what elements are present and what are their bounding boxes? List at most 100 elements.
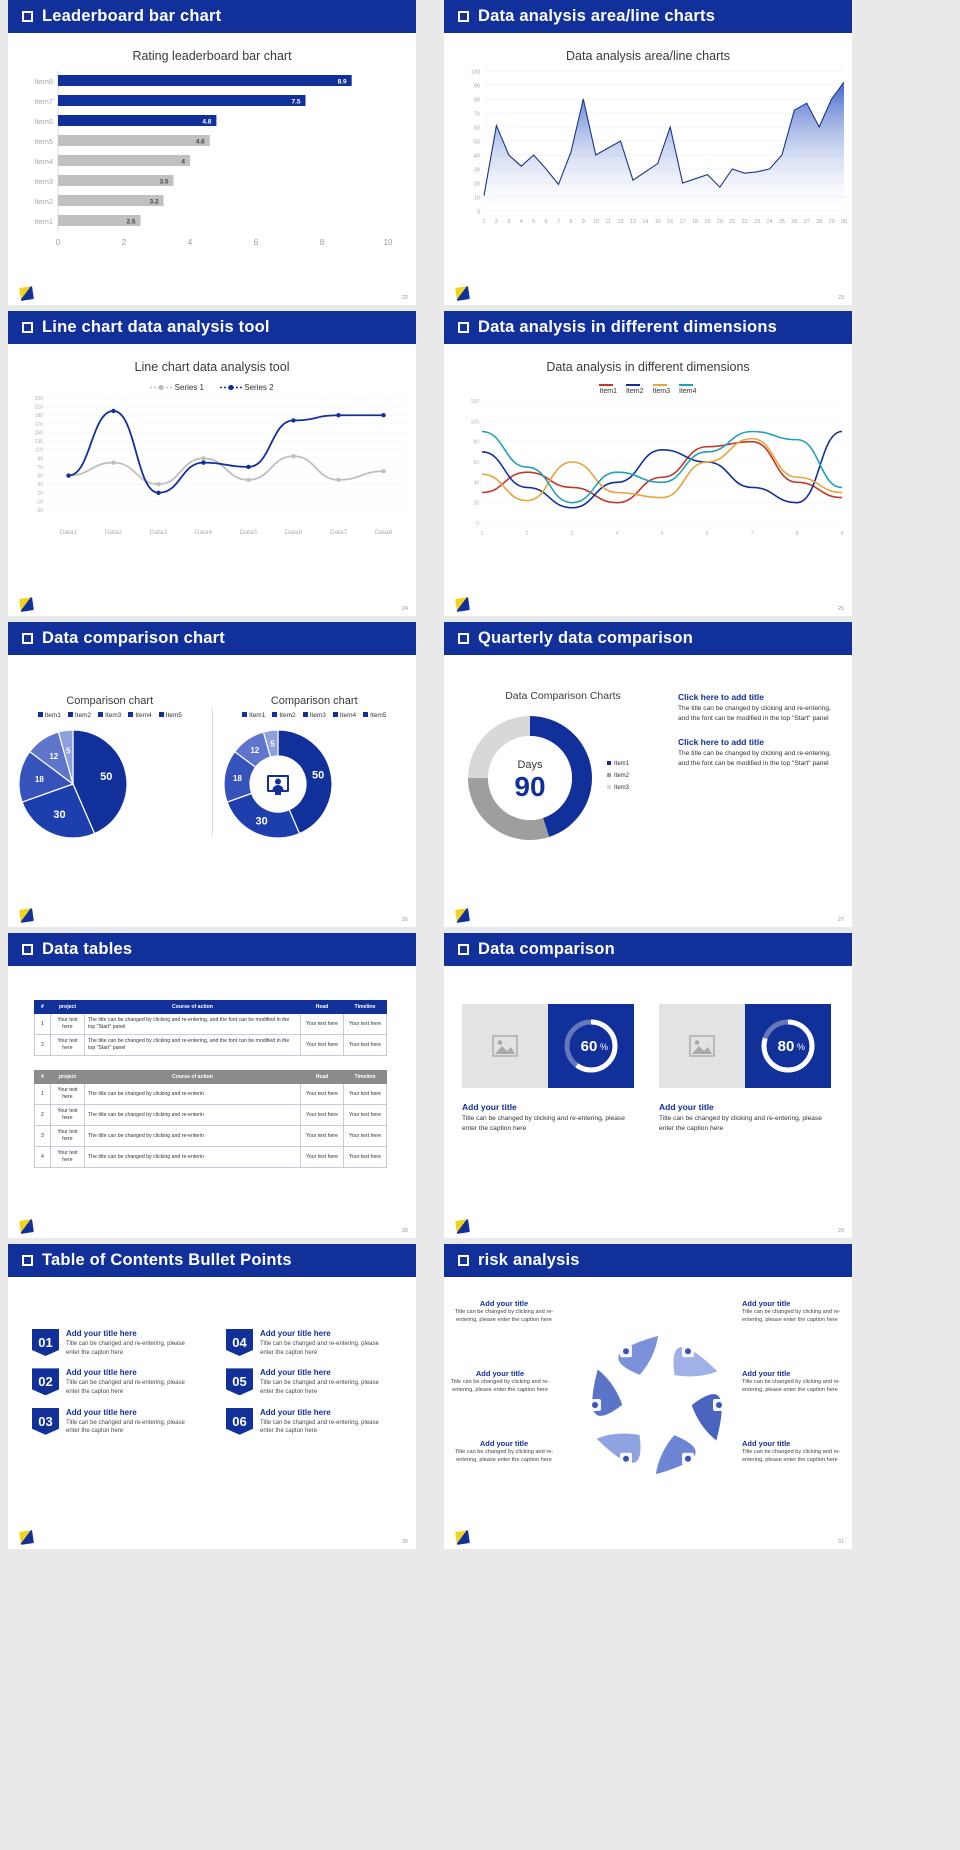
risk-item-top-right[interactable]: Add your title Title can be changed by c… (742, 1299, 846, 1325)
svg-text:3.2: 3.2 (150, 199, 159, 206)
svg-text:80: 80 (473, 440, 479, 446)
slide-data-comparison-chart[interactable]: Data comparison chart Comparison chart I… (8, 622, 416, 927)
chart-title: Data analysis area/line charts (566, 49, 730, 63)
slide-title: Data comparison chart (42, 629, 226, 647)
svg-text:16: 16 (667, 219, 673, 225)
comparison-item[interactable]: 60 % Add your title Title can be changed… (462, 1004, 637, 1134)
legend-swatch (302, 712, 308, 717)
svg-text:8: 8 (569, 219, 572, 225)
image-placeholder[interactable] (462, 1004, 548, 1088)
svg-text:5: 5 (270, 739, 275, 748)
chart-legend: Item1 Item2 Item3 Item4 (444, 382, 852, 395)
text-block[interactable]: Click here to add title The title can be… (678, 737, 838, 769)
legend-label: Item2 (279, 712, 296, 719)
toc-number: 02 (32, 1368, 59, 1396)
chart-title: Data Comparison Charts (505, 690, 621, 702)
table-row[interactable]: 2 Your text here The title can be changed … (34, 1034, 387, 1057)
column-header: project (50, 1070, 85, 1085)
slide-line-chart-data-analysis-tool[interactable]: Line chart data analysis tool Line chart… (8, 311, 416, 616)
slide-table-of-contents-bullet-points[interactable]: Table of Contents Bullet Points 01 Add yo… (8, 1244, 416, 1549)
svg-text:Item1: Item1 (34, 217, 53, 226)
pinwheel-blade[interactable] (617, 1334, 660, 1377)
svg-text:29: 29 (829, 219, 835, 225)
text-block[interactable]: Click here to add title The title can be… (678, 692, 838, 724)
toc-item[interactable]: 06 Add your title here Title can be change… (226, 1407, 394, 1436)
svg-text:5: 5 (66, 746, 71, 755)
table-row[interactable]: 2 Your text here The title can be changed … (34, 1104, 387, 1127)
text-block-title: Click here to add title (678, 736, 764, 747)
cell-head: Your text here (300, 1034, 344, 1057)
risk-body: Title can be changed by clicking and re-… (450, 1379, 550, 1393)
image-placeholder[interactable] (659, 1004, 745, 1088)
svg-text:4.8: 4.8 (202, 119, 211, 126)
legend-line-icon (625, 384, 640, 386)
pinwheel-blade[interactable] (672, 1345, 720, 1378)
legend-swatch (607, 761, 611, 765)
slide-data-tables[interactable]: Data tables # project Course of action Head… (8, 933, 416, 1238)
cell-head: Your text here (300, 1125, 344, 1148)
svg-text:2: 2 (495, 219, 498, 225)
bullet-square-icon (458, 1255, 469, 1266)
slide-leaderboard-bar-chart[interactable]: Leaderboard bar chart Rating leaderboard… (8, 0, 416, 305)
table-row[interactable]: 3 Your text here The title can be changed … (34, 1125, 387, 1148)
svg-text:2: 2 (525, 531, 528, 537)
svg-text:Item3: Item3 (34, 177, 53, 186)
toc-text: Add your title here Title can be changed … (66, 1408, 200, 1436)
text-column: Click here to add title The title can be… (678, 690, 838, 846)
toc-body: Title can be changed and re-entering, pl… (66, 1341, 185, 1356)
item-caption: Title can be changed by clicking and re-… (659, 1115, 822, 1132)
slide-data-analysis-different-dimensions[interactable]: Data analysis in different dimensions Da… (444, 311, 852, 616)
percent-unit: % (600, 1042, 608, 1052)
svg-text:27: 27 (804, 219, 810, 225)
data-table-one[interactable]: # project Course of action Head Timeline 1 Yo… (34, 1000, 387, 1057)
pinwheel-blade[interactable] (654, 1433, 697, 1476)
svg-text:Data8: Data8 (375, 529, 393, 536)
slide-header-bar: Data analysis area/line charts (444, 0, 852, 33)
risk-item-mid-left[interactable]: Add your title Title can be changed by c… (446, 1369, 554, 1395)
table-row[interactable]: 4 Your text here The title can be changed … (34, 1146, 387, 1169)
toc-item[interactable]: 01 Add your title here Title can be change… (32, 1329, 200, 1357)
bar-chart: 0 2 4 6 8 10 Item8 8.9 Item7 7.5 Item6 4.8 Item5 4.6 I… (34, 71, 393, 247)
data-table-two[interactable]: # project Course of action Head Timeline 1 Yo… (34, 1070, 387, 1169)
svg-text:Item5: Item5 (34, 137, 53, 146)
svg-text:2: 2 (122, 238, 127, 247)
legend-label: Item3 (614, 785, 630, 791)
table-row[interactable]: 1 Your text here The title can be changed … (34, 1012, 387, 1036)
legend-item-series-2: Series 2 (220, 383, 274, 392)
slide-title: Leaderboard bar chart (42, 7, 222, 25)
risk-item-mid-right[interactable]: Add your title Title can be changed by c… (742, 1369, 846, 1395)
legend-label: Item4 (679, 388, 697, 395)
svg-text:50: 50 (312, 770, 324, 782)
chart-legend: Item1 Item2 Item3 (607, 758, 629, 794)
toc-item[interactable]: 05 Add your title here Title can be change… (226, 1368, 394, 1396)
logo-icon (455, 286, 470, 301)
svg-text:14: 14 (642, 219, 648, 225)
risk-item-top-left[interactable]: Add your title Title can be changed by c… (452, 1299, 556, 1325)
svg-text:0: 0 (476, 521, 479, 527)
slide-header-bar: Data comparison chart (8, 622, 416, 655)
toc-item[interactable]: 02 Add your title here Title can be change… (32, 1368, 200, 1396)
toc-item[interactable]: 04 Add your title here Title can be change… (226, 1329, 394, 1357)
slide-risk-analysis[interactable]: risk analysis Add your title Title can b… (444, 1244, 852, 1549)
risk-item-bottom-right[interactable]: Add your title Title can be changed by c… (742, 1439, 846, 1465)
percent-ring-60: 60 % (564, 1019, 618, 1073)
legend-item: Item1 (37, 712, 61, 719)
risk-item-bottom-left[interactable]: Add your title Title can be changed by c… (452, 1439, 556, 1465)
slide-quarterly-data-comparison[interactable]: Quarterly data comparison Data Compariso… (444, 622, 852, 927)
page-number: 30 (401, 1539, 408, 1545)
slide-data-analysis-area-line-charts[interactable]: Data analysis area/line charts Data anal… (444, 0, 852, 305)
table-row[interactable]: 1 Your text here The title can be changed … (34, 1083, 387, 1106)
toc-item[interactable]: 03 Add your title here Title can be change… (32, 1407, 200, 1436)
slide-data-comparison[interactable]: Data comparison (444, 933, 852, 1238)
svg-text:-10: -10 (36, 499, 43, 505)
legend-item: Item3 (607, 782, 629, 794)
cell-action: The title can be changed by clicking and… (84, 1012, 301, 1036)
legend-swatch (332, 712, 338, 717)
column-header: # (34, 1070, 51, 1085)
column-header: # (34, 1000, 51, 1014)
comparison-item[interactable]: 80 % Add your title Title can be changed… (659, 1004, 834, 1134)
pinwheel-blade[interactable] (594, 1432, 642, 1465)
slide-title: Quarterly data comparison (478, 629, 693, 647)
svg-text:60: 60 (473, 460, 479, 466)
